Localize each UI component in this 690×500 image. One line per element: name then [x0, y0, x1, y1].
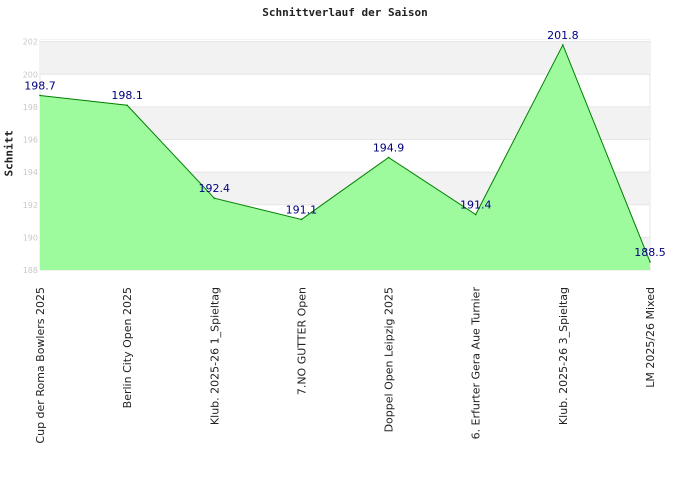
data-point: [387, 156, 390, 159]
grid-band-top: [40, 40, 650, 42]
chart-title: Schnittverlauf der Saison: [262, 6, 428, 19]
y-tick-label: 198: [23, 103, 38, 112]
x-tick-label: Klub. 2025-26 1_Spieltag: [208, 287, 221, 425]
data-label: 194.9: [373, 141, 405, 154]
y-tick-label: 190: [23, 233, 38, 242]
x-tick-label: Klub. 2025-26 3_Spieltag: [557, 287, 570, 425]
x-tick-label: Berlin City Open 2025: [121, 287, 134, 408]
y-tick-label: 192: [23, 201, 38, 210]
data-point: [474, 213, 477, 216]
data-point: [213, 197, 216, 200]
x-tick-label: 6. Erfurter Gera Aue Turnier: [470, 287, 483, 440]
data-label: 192.4: [199, 182, 231, 195]
data-point: [39, 94, 41, 97]
data-label: 201.8: [547, 29, 579, 42]
y-tick-label: 202: [23, 38, 38, 47]
x-tick-label: LM 2025/26 Mixed: [644, 287, 657, 388]
x-tick-label: Cup der Roma Bowlers 2025: [34, 287, 47, 444]
data-label: 188.5: [634, 246, 666, 259]
data-label: 191.4: [460, 199, 492, 212]
data-label: 198.7: [24, 79, 56, 92]
data-point: [300, 218, 303, 221]
data-point: [562, 44, 564, 46]
y-tick-label: 200: [23, 70, 38, 79]
x-tick-label: Doppel Open Leipzig 2025: [383, 287, 396, 432]
grid-band: [40, 41, 650, 75]
series-line: [39, 43, 651, 263]
data-point: [649, 261, 651, 263]
x-tick-label: 7.NO GUTTER Open: [295, 287, 308, 395]
y-tick-label: 188: [23, 266, 38, 275]
data-label: 198.1: [111, 89, 143, 102]
y-tick-label: 194: [23, 168, 38, 177]
data-label: 191.1: [286, 203, 318, 216]
data-point: [126, 104, 128, 107]
area-fill: [40, 44, 650, 270]
y-tick-label: 196: [23, 136, 38, 145]
